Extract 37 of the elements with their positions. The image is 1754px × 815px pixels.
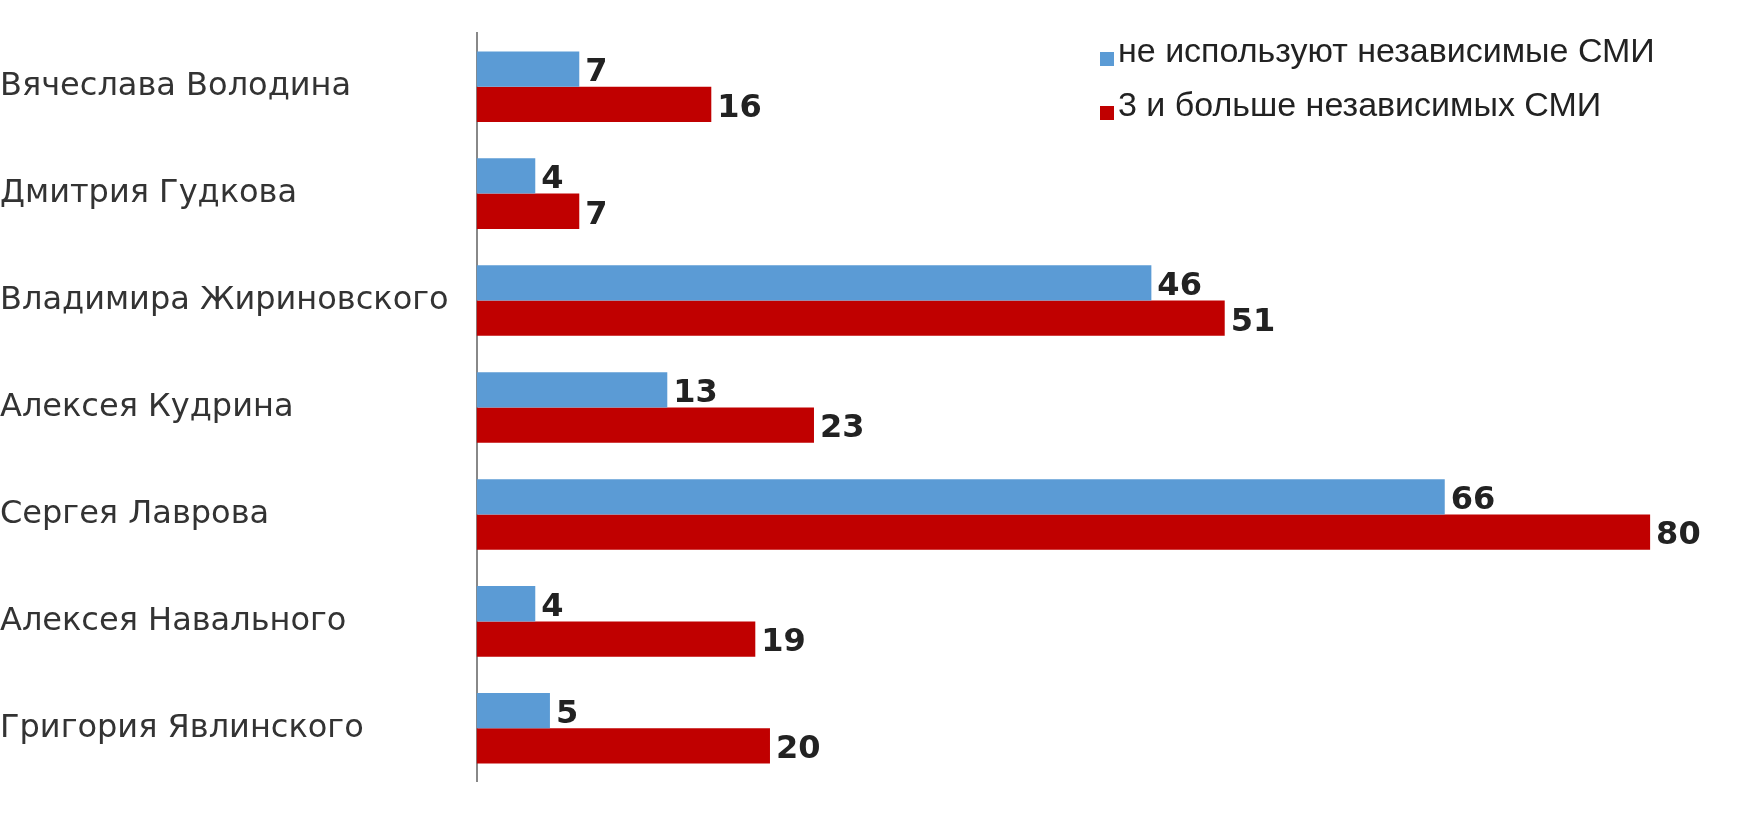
bar	[476, 86, 712, 122]
legend-label: не используют независимые СМИ	[1118, 30, 1655, 71]
bar	[476, 479, 1445, 515]
bar	[476, 300, 1225, 336]
data-label: 46	[1157, 265, 1202, 304]
bar	[476, 514, 1651, 550]
bar	[476, 51, 580, 87]
data-label: 80	[1656, 514, 1701, 553]
data-label: 7	[585, 193, 608, 232]
y-tick-label: Григория Явлинского	[0, 706, 364, 745]
data-label: 16	[717, 86, 762, 125]
data-label: 23	[819, 407, 865, 446]
y-tick-label: Вячеслава Володина	[0, 64, 352, 103]
bar	[476, 265, 1152, 301]
bar	[476, 407, 814, 443]
data-label: 13	[673, 372, 718, 411]
y-tick-label: Сергея Лаврова	[0, 492, 270, 531]
data-label: 4	[541, 586, 564, 625]
data-label: 19	[761, 621, 806, 660]
bar	[476, 621, 756, 657]
data-label: 7	[585, 51, 608, 90]
bar	[476, 372, 668, 408]
data-label: 5	[555, 693, 579, 731]
y-tick-label: Алексея Кудрина	[0, 385, 294, 424]
data-label: 4	[541, 158, 564, 197]
y-tick-label: Алексея Навального	[0, 599, 347, 638]
bar	[476, 586, 536, 622]
data-label: 51	[1230, 300, 1276, 339]
data-label: 66	[1450, 479, 1496, 518]
y-tick-label: Владимира Жириновского	[0, 278, 449, 317]
data-label: 20	[775, 728, 821, 767]
bar	[476, 693, 550, 729]
bar	[476, 728, 770, 764]
y-tick-label: Дмитрия Гудкова	[0, 171, 298, 210]
bar	[476, 158, 536, 194]
legend-label: 3 и больше независимых СМИ	[1118, 84, 1602, 125]
bar	[476, 193, 580, 229]
